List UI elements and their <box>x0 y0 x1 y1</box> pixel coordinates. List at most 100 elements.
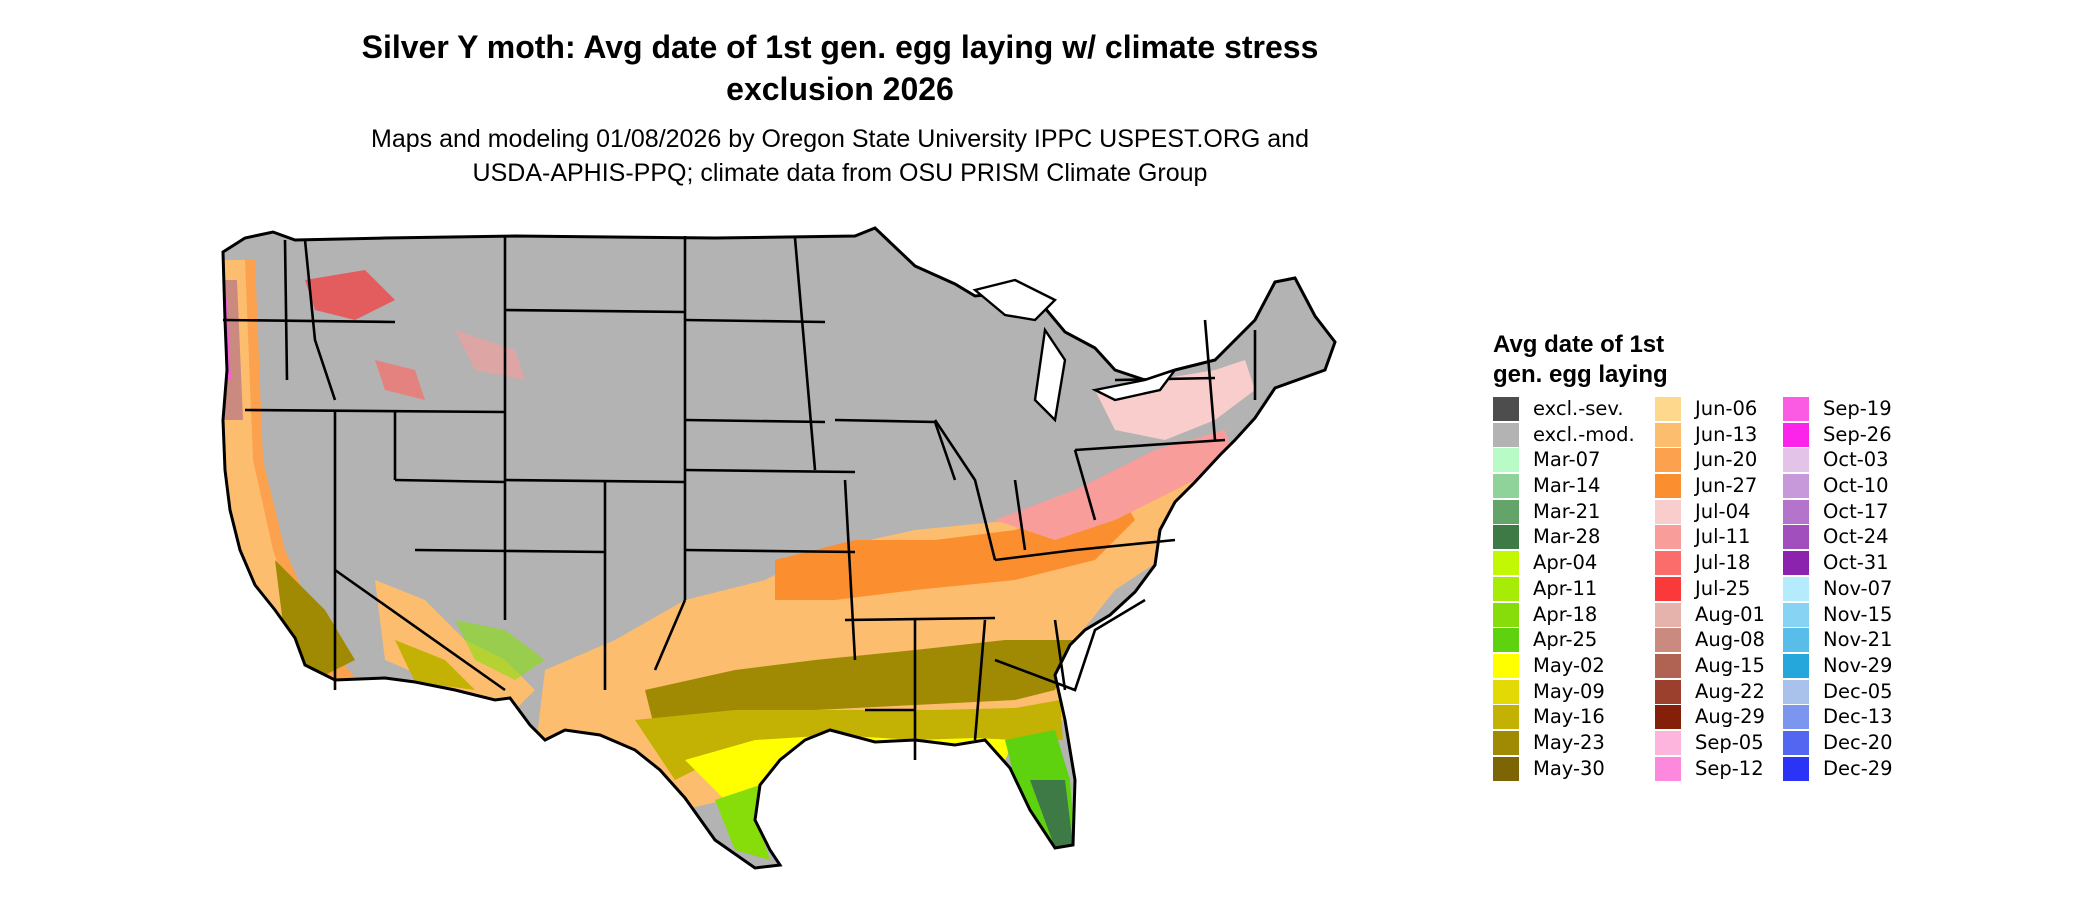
legend-label: Jun-06 <box>1695 397 1758 420</box>
legend-label: Aug-29 <box>1695 705 1765 729</box>
legend-label: Oct-24 <box>1823 525 1889 549</box>
legend-swatch <box>1655 474 1681 499</box>
legend-swatch <box>1493 576 1519 601</box>
legend-label: Jul-25 <box>1695 576 1751 600</box>
legend-label: Apr-18 <box>1533 602 1598 626</box>
legend-swatch <box>1783 705 1809 730</box>
legend-swatch <box>1493 474 1519 499</box>
legend-swatch <box>1783 448 1809 473</box>
legend-label: May-09 <box>1533 679 1605 703</box>
legend-label: Apr-25 <box>1533 628 1598 652</box>
legend-label: Mar-21 <box>1533 499 1601 523</box>
legend-label: May-23 <box>1533 730 1605 754</box>
legend-label: Dec-13 <box>1823 705 1893 729</box>
legend-label: Dec-05 <box>1823 679 1893 703</box>
legend-swatch <box>1655 602 1681 627</box>
legend-swatch <box>1783 525 1809 550</box>
state-borders <box>222 236 1257 760</box>
legend-swatch <box>1493 756 1519 781</box>
legend-label: Jul-11 <box>1695 525 1751 549</box>
legend-swatch <box>1783 602 1809 627</box>
legend-label: Mar-14 <box>1533 474 1601 498</box>
legend-swatch <box>1655 576 1681 601</box>
legend-label: Apr-04 <box>1533 551 1598 575</box>
legend-label: Nov-21 <box>1823 628 1893 652</box>
legend-swatch <box>1493 653 1519 678</box>
legend-title-line-1: Avg date of 1st <box>1493 331 1665 358</box>
legend-label: Sep-12 <box>1695 756 1764 780</box>
legend-label: Oct-10 <box>1823 474 1889 498</box>
legend-swatch <box>1493 628 1519 653</box>
map-subtitle-line-1: Maps and modeling 01/08/2026 by Oregon S… <box>371 125 1309 153</box>
legend-label: Nov-15 <box>1823 602 1893 626</box>
legend-label: Aug-01 <box>1695 602 1765 626</box>
legend-label: Nov-07 <box>1823 576 1893 600</box>
legend-swatch <box>1783 422 1809 447</box>
legend-swatch <box>1783 628 1809 653</box>
legend-label: Oct-17 <box>1823 499 1889 523</box>
legend-swatch <box>1493 499 1519 524</box>
legend-label: Sep-05 <box>1695 730 1764 754</box>
legend-swatch <box>1493 602 1519 627</box>
legend-label: Nov-29 <box>1823 653 1893 677</box>
legend-swatch <box>1655 653 1681 678</box>
legend-label: Jul-04 <box>1695 499 1751 523</box>
legend-swatch <box>1783 499 1809 524</box>
legend-swatch <box>1493 448 1519 473</box>
legend-swatch <box>1655 422 1681 447</box>
legend-label: May-16 <box>1533 705 1605 729</box>
legend-label: Dec-29 <box>1823 756 1893 780</box>
map-title-line-2: exclusion 2026 <box>726 71 954 107</box>
map-fill-regions <box>223 228 1335 868</box>
map-title: Silver Y moth: Avg date of 1st gen. egg … <box>310 26 1370 110</box>
legend-label: Oct-31 <box>1823 551 1889 575</box>
legend-swatch <box>1493 551 1519 576</box>
legend-swatch <box>1783 576 1809 601</box>
legend-title-line-2: gen. egg laying <box>1493 361 1668 388</box>
legend-label: Dec-20 <box>1823 730 1893 754</box>
legend-swatch <box>1493 705 1519 730</box>
legend-label: Jul-18 <box>1695 551 1751 575</box>
legend-swatch <box>1655 756 1681 781</box>
legend-label: Aug-22 <box>1695 679 1765 703</box>
legend-swatch <box>1655 397 1681 421</box>
legend-swatch <box>1783 474 1809 499</box>
legend-swatch <box>1783 653 1809 678</box>
legend-swatch <box>1655 499 1681 524</box>
legend-swatch <box>1655 448 1681 473</box>
legend-label: Jun-20 <box>1695 448 1758 472</box>
map-title-line-1: Silver Y moth: Avg date of 1st gen. egg … <box>361 29 1319 65</box>
legend-swatch <box>1783 756 1809 781</box>
legend-label: May-30 <box>1533 756 1605 780</box>
legend-label: Mar-07 <box>1533 448 1601 472</box>
legend-label: Mar-28 <box>1533 525 1601 549</box>
legend-label: Jun-27 <box>1695 474 1758 498</box>
map-subtitle-line-2: USDA-APHIS-PPQ; climate data from OSU PR… <box>472 159 1208 187</box>
legend-swatch <box>1493 422 1519 447</box>
legend-swatch <box>1783 730 1809 755</box>
us-map <box>221 226 1337 870</box>
legend-swatch <box>1783 679 1809 704</box>
legend-label: May-02 <box>1533 653 1605 677</box>
map-subtitle: Maps and modeling 01/08/2026 by Oregon S… <box>310 122 1370 190</box>
legend-label: Apr-11 <box>1533 576 1598 600</box>
legend-swatch <box>1493 679 1519 704</box>
legend-swatch <box>1655 705 1681 730</box>
legend-label: Sep-19 <box>1823 397 1892 420</box>
legend-swatch <box>1783 551 1809 576</box>
legend-label: excl.-mod. <box>1533 422 1635 446</box>
legend-swatch <box>1493 397 1519 421</box>
legend-swatch <box>1655 525 1681 550</box>
legend-label: excl.-sev. <box>1533 397 1624 420</box>
legend-title: Avg date of 1st gen. egg laying <box>1493 330 1668 390</box>
legend-swatch <box>1783 397 1809 421</box>
legend-label: Jun-13 <box>1695 422 1758 446</box>
legend-swatch <box>1655 679 1681 704</box>
legend-swatch <box>1655 730 1681 755</box>
legend-swatch <box>1655 628 1681 653</box>
legend-swatch <box>1493 525 1519 550</box>
legend-swatch <box>1493 730 1519 755</box>
legend-label: Aug-15 <box>1695 653 1765 677</box>
great-lakes-icon <box>972 278 1179 423</box>
legend-label: Aug-08 <box>1695 628 1765 652</box>
